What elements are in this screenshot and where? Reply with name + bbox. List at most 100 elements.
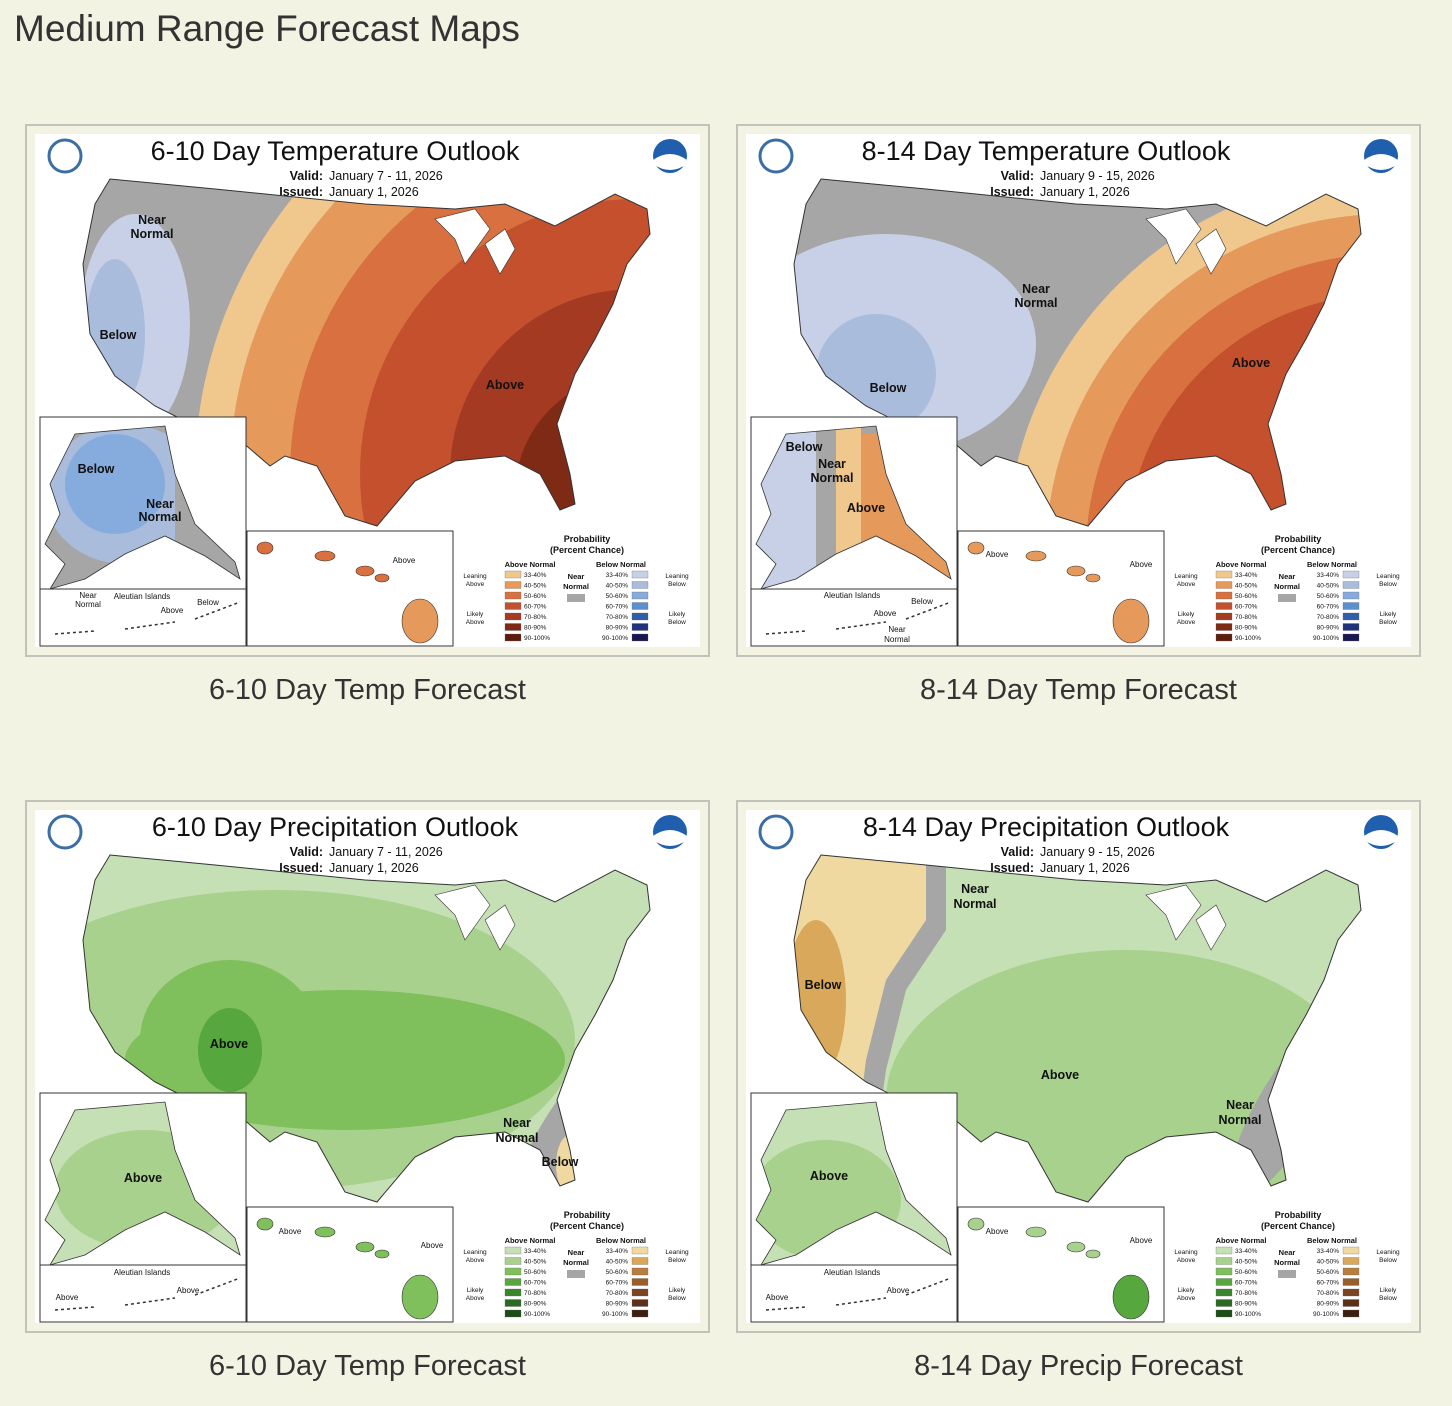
region-label: Near bbox=[146, 497, 174, 511]
legend-swatch bbox=[1342, 581, 1360, 589]
region-label: Above bbox=[766, 1293, 789, 1302]
legend-text: 50-60% bbox=[606, 593, 629, 600]
legend-text: Leaning bbox=[1376, 1249, 1400, 1256]
alaska-outline bbox=[44, 1101, 241, 1266]
region-label: Above bbox=[874, 609, 897, 618]
legend-swatch bbox=[1342, 602, 1360, 610]
legend-text: Probability bbox=[1275, 1210, 1322, 1220]
region-label: Near bbox=[961, 882, 989, 896]
legend-text: 60-70% bbox=[1235, 1280, 1258, 1287]
legend-swatch bbox=[504, 591, 522, 600]
doc-seal bbox=[47, 814, 83, 850]
legend-swatch bbox=[631, 1246, 649, 1255]
legend-text: Above Normal bbox=[1216, 1236, 1267, 1245]
legend-swatch bbox=[504, 1246, 522, 1255]
legend-text: Likely bbox=[1178, 611, 1195, 618]
probability-area bbox=[794, 920, 846, 1080]
legend-text: Leaning bbox=[665, 1249, 689, 1256]
legend-text: Likely bbox=[1178, 1287, 1195, 1294]
region-label: Above bbox=[986, 550, 1009, 559]
legend-text: Near bbox=[1279, 1248, 1296, 1257]
hawaii-island bbox=[1112, 598, 1150, 644]
region-label: Normal bbox=[75, 600, 101, 609]
legend-text: Above bbox=[466, 1257, 485, 1264]
great-lakes bbox=[434, 884, 516, 951]
region-label: Below bbox=[870, 381, 907, 395]
region-label: Near bbox=[818, 457, 846, 471]
page-title: Medium Range Forecast Maps bbox=[14, 8, 520, 49]
legend-text: 80-90% bbox=[1235, 625, 1258, 632]
legend-swatch bbox=[631, 1288, 649, 1297]
legend-text: Likely bbox=[1380, 1287, 1397, 1294]
legend-swatch bbox=[504, 612, 522, 621]
legend-text: 60-70% bbox=[524, 1280, 547, 1287]
legend-text: Below bbox=[1379, 581, 1397, 588]
region-label: Normal bbox=[953, 897, 996, 911]
region-label: Below bbox=[78, 462, 115, 476]
legend-text: (Percent Chance) bbox=[550, 545, 624, 555]
legend-swatch bbox=[1215, 1257, 1233, 1265]
region-label: Normal bbox=[130, 227, 173, 241]
legend-swatch bbox=[631, 623, 649, 631]
region-label: Above bbox=[1041, 1068, 1079, 1082]
legend-text: Below bbox=[668, 581, 686, 588]
legend-swatch bbox=[1215, 602, 1233, 610]
region-label: Normal bbox=[495, 1131, 538, 1145]
hawaii-island bbox=[355, 565, 375, 577]
probability-area bbox=[198, 1008, 262, 1092]
doc-seal bbox=[758, 814, 794, 850]
legend-text: 33-40% bbox=[1235, 1248, 1258, 1255]
legend-swatch bbox=[631, 591, 649, 600]
legend-text: 90-100% bbox=[1313, 1311, 1339, 1318]
legend-text: 40-50% bbox=[606, 1259, 629, 1266]
noaa-wave bbox=[1364, 830, 1398, 846]
legend-text: 33-40% bbox=[524, 1248, 547, 1255]
region-label: Above bbox=[177, 1286, 200, 1295]
legend-text: 50-60% bbox=[524, 1269, 547, 1276]
legend-text: (Percent Chance) bbox=[550, 1221, 624, 1231]
region-label: Above bbox=[887, 1286, 910, 1295]
hawaii-island bbox=[374, 573, 390, 583]
legend-text: 40-50% bbox=[1317, 1259, 1340, 1266]
issued-label: Issued: bbox=[279, 185, 323, 199]
region-label: Normal bbox=[1218, 1113, 1261, 1127]
region-label: Normal bbox=[810, 471, 853, 485]
legend-text: Above bbox=[466, 581, 485, 588]
legend-text: 80-90% bbox=[1317, 1301, 1340, 1308]
legend-text: 50-60% bbox=[1235, 593, 1258, 600]
legend-swatch bbox=[1342, 591, 1360, 600]
issued-date: January 1, 2026 bbox=[329, 861, 419, 875]
legend-text: Normal bbox=[1274, 582, 1300, 591]
map-title: 8-14 Day Precipitation Outlook bbox=[863, 812, 1230, 842]
hawaii-island bbox=[256, 1217, 274, 1231]
legend-swatch bbox=[1215, 1288, 1233, 1297]
region-label: Above bbox=[56, 1293, 79, 1302]
legend-swatch bbox=[504, 1309, 522, 1318]
legend-text: 70-80% bbox=[1235, 614, 1258, 621]
legend-text: 70-80% bbox=[606, 1290, 629, 1297]
aleutian-chain bbox=[54, 1277, 241, 1311]
noaa-wave bbox=[1364, 154, 1398, 170]
great-lakes bbox=[1145, 884, 1227, 951]
legend-swatch bbox=[631, 1299, 649, 1307]
legend-text: 70-80% bbox=[606, 614, 629, 621]
issued-label: Issued: bbox=[990, 185, 1034, 199]
legend-swatch bbox=[1342, 633, 1360, 642]
legend-text: Above bbox=[466, 1295, 485, 1302]
near-normal-swatch bbox=[567, 1270, 585, 1278]
region-label: Aleutian Islands bbox=[824, 1268, 880, 1277]
legend-text: Leaning bbox=[463, 1249, 487, 1256]
hawaii-island bbox=[1025, 1226, 1047, 1238]
legend-text: Above Normal bbox=[1216, 560, 1267, 569]
legend-swatch bbox=[1215, 612, 1233, 621]
doc-seal bbox=[47, 138, 83, 174]
legend-text: 40-50% bbox=[1317, 583, 1340, 590]
probability-area bbox=[65, 434, 165, 534]
hawaii-island bbox=[1085, 573, 1101, 583]
us-map bbox=[83, 855, 650, 1202]
map-card: 8-14 Day Precipitation Outlook Valid: Janu… bbox=[736, 800, 1421, 1333]
hawaii-island bbox=[401, 598, 439, 644]
legend-text: Above Normal bbox=[505, 560, 556, 569]
doc-seal bbox=[758, 138, 794, 174]
legend-swatch bbox=[631, 633, 649, 642]
